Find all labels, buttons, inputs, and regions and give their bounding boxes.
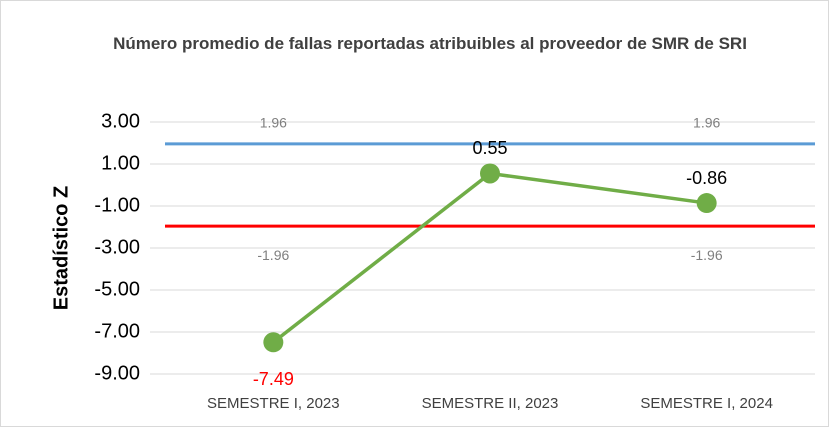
data-label: 1.96: [693, 115, 720, 131]
data-label: 1.96: [260, 115, 287, 131]
data-label: -1.96: [691, 247, 723, 263]
data-label: -7.49: [253, 369, 294, 389]
x-tick-label: SEMESTRE I, 2023: [207, 395, 340, 412]
y-axis-label: Estadístico Z: [50, 186, 72, 310]
y-tick-label: -7.00: [94, 320, 140, 342]
x-tick-label: SEMESTRE II, 2023: [422, 395, 559, 412]
y-tick-label: 3.00: [101, 110, 140, 132]
x-tick-label: SEMESTRE I, 2024: [640, 395, 773, 412]
y-tick-label: -1.00: [94, 194, 140, 216]
marker: [263, 332, 284, 353]
marker: [696, 193, 717, 214]
y-tick-label: -9.00: [94, 362, 140, 384]
y-tick-label: -3.00: [94, 236, 140, 258]
data-label: 0.55: [472, 138, 507, 158]
marker: [480, 163, 500, 184]
y-tick-label: -5.00: [94, 278, 140, 300]
data-label: -1.96: [257, 247, 289, 263]
y-tick-label: 1.00: [101, 152, 140, 174]
data-label: -0.86: [686, 168, 727, 188]
chart-title: Número promedio de fallas reportadas atr…: [113, 34, 747, 53]
